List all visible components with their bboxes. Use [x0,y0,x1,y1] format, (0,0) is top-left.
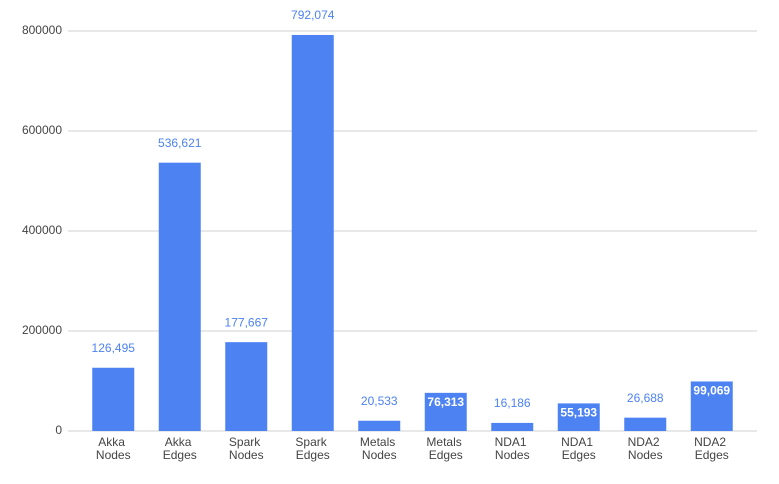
x-tick-label: Spark Nodes [229,435,264,462]
x-tick-label: Spark Edges [295,435,330,462]
bar [491,422,534,431]
value-label: 55,193 [560,406,597,420]
bar [424,392,467,431]
value-label: 126,495 [92,341,136,355]
value-label: 99,069 [693,384,730,398]
value-label: 76,313 [427,395,464,409]
y-tick-label: 0 [55,423,62,437]
bar [291,34,334,431]
bar [624,417,667,431]
value-label: 792,074 [291,8,335,22]
value-label: 536,621 [158,136,202,150]
x-tick-label: NDA1 Nodes [495,435,530,462]
value-label: 20,533 [361,394,398,408]
bar [358,420,401,431]
x-tick-label: Akka Edges [163,435,197,462]
value-label: 26,688 [627,391,664,405]
y-tick-label: 400000 [22,223,62,237]
value-label: 16,186 [494,396,531,410]
y-tick-label: 800000 [22,23,62,37]
x-tick-label: Metals Nodes [360,435,399,462]
bar [158,162,201,431]
bar [92,367,135,431]
x-tick-label: NDA1 Edges [561,435,596,462]
value-label: 177,667 [225,315,269,329]
x-tick-label: Akka Nodes [96,435,131,462]
y-tick-label: 200000 [22,323,62,337]
x-tick-label: NDA2 Nodes [628,435,663,462]
x-tick-label: Metals Edges [426,435,465,462]
bar [225,342,268,431]
bar [557,403,600,431]
y-tick-label: 600000 [22,123,62,137]
bar [690,381,733,431]
x-tick-label: NDA2 Edges [694,435,729,462]
